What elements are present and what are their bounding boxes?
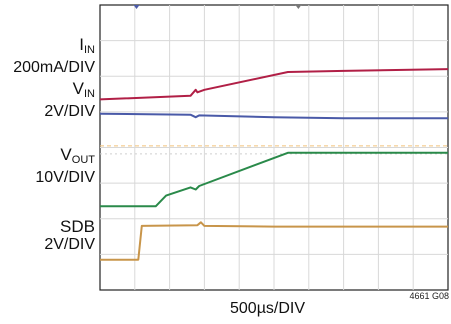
trigger-marker bbox=[133, 5, 140, 9]
vin-label: VIN 2V/DIV bbox=[44, 79, 95, 121]
iin-trace bbox=[99, 68, 449, 101]
vout-label: VOUT 10V/DIV bbox=[35, 145, 95, 187]
x-axis-label: 500µs/DIV bbox=[230, 300, 306, 317]
vin-trace bbox=[99, 112, 448, 120]
sdb-label: SDB 2V/DIV bbox=[44, 217, 95, 254]
figure-id: 4661 G08 bbox=[409, 291, 449, 301]
sdb-trace bbox=[100, 221, 448, 261]
vout-trace bbox=[100, 151, 448, 208]
cursor-marker bbox=[295, 5, 302, 9]
iin-label: IIN 200mA/DIV bbox=[13, 35, 95, 77]
